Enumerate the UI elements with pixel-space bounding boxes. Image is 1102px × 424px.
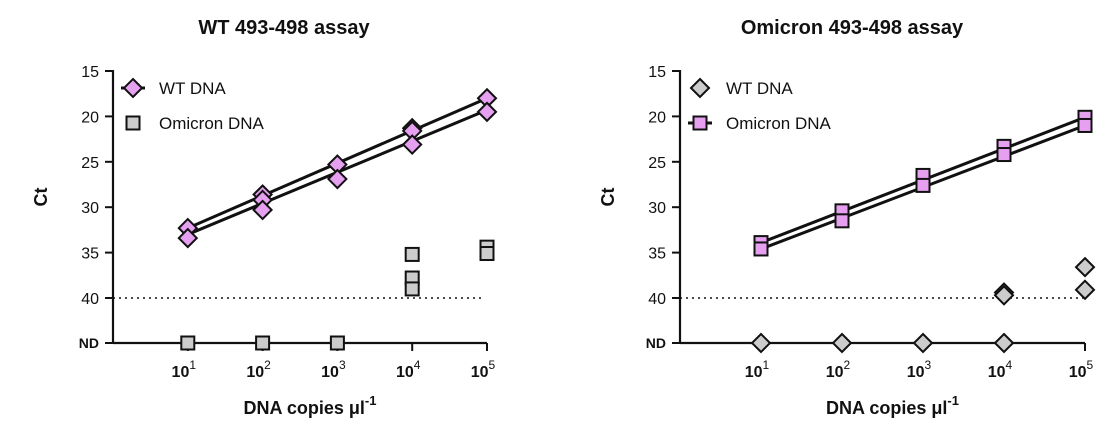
x-tick-base: 10 bbox=[826, 364, 844, 381]
data-point-2 bbox=[180, 335, 196, 351]
x-tick-base: 10 bbox=[1069, 364, 1087, 381]
data-point-2 bbox=[1077, 117, 1093, 133]
data-point-2 bbox=[753, 241, 769, 257]
x-tick-label: 103 bbox=[907, 358, 932, 381]
x-axis-label-text: DNA copies bbox=[244, 398, 344, 418]
data-point-1 bbox=[401, 134, 423, 155]
x-tick-exponent: 1 bbox=[763, 358, 770, 372]
x-tick-exponent: 1 bbox=[189, 358, 196, 372]
y-tick-label: 25 bbox=[81, 155, 99, 172]
x-tick-label: 101 bbox=[745, 358, 770, 381]
y-tick-label: 15 bbox=[81, 64, 99, 81]
legend-marker bbox=[122, 77, 144, 99]
data-point-2 bbox=[404, 281, 420, 297]
data-point-2 bbox=[404, 246, 420, 262]
x-tick-label: 104 bbox=[988, 358, 1013, 381]
x-tick-exponent: 3 bbox=[339, 358, 346, 372]
chart-title: Omicron 493-498 assay bbox=[741, 17, 964, 39]
legend-entry: Omicron DNA bbox=[125, 114, 265, 133]
x-tick-label: 104 bbox=[396, 358, 421, 381]
x-tick-base: 10 bbox=[396, 364, 414, 381]
chart-panel-2: Omicron 493-498 assay152025303540NDCt101… bbox=[598, 17, 1096, 418]
x-tick-exponent: 2 bbox=[264, 358, 271, 372]
y-axis-label: Ct bbox=[598, 188, 618, 207]
x-tick-base: 10 bbox=[745, 364, 763, 381]
data-point-2 bbox=[255, 335, 271, 351]
x-axis-label-exponent: -1 bbox=[365, 393, 377, 408]
data-point-2 bbox=[996, 147, 1012, 163]
x-tick-exponent: 2 bbox=[844, 358, 851, 372]
x-tick-label: 102 bbox=[246, 358, 271, 381]
x-tick-label: 102 bbox=[826, 358, 851, 381]
legend-entry: WT DNA bbox=[689, 77, 793, 99]
x-axis-label: DNA copies μl-1 bbox=[244, 393, 377, 418]
x-tick-base: 10 bbox=[321, 364, 339, 381]
legend-entry: WT DNA bbox=[121, 77, 226, 99]
x-tick-label: 101 bbox=[172, 358, 197, 381]
x-tick-label: 105 bbox=[471, 358, 496, 381]
data-point-1 bbox=[912, 332, 934, 354]
data-point-1 bbox=[1074, 279, 1096, 301]
x-tick-exponent: 4 bbox=[414, 358, 421, 372]
y-tick-label: 25 bbox=[648, 155, 666, 172]
data-point-1 bbox=[252, 199, 274, 221]
data-point-1 bbox=[750, 332, 772, 354]
y-tick-label: 35 bbox=[648, 246, 666, 263]
x-axis-label-unit: μl bbox=[349, 398, 365, 418]
data-point-1 bbox=[993, 332, 1015, 354]
y-tick-label: 20 bbox=[81, 109, 99, 126]
x-axis-label-text: DNA copies bbox=[826, 398, 926, 418]
x-tick-exponent: 5 bbox=[1087, 358, 1094, 372]
legend-entry: Omicron DNA bbox=[688, 114, 832, 133]
legend-marker bbox=[692, 115, 708, 131]
data-point-2 bbox=[915, 177, 931, 193]
y-tick-label: 30 bbox=[81, 200, 99, 217]
legend-label: Omicron DNA bbox=[159, 114, 265, 133]
y-tick-label: 15 bbox=[648, 64, 666, 81]
y-tick-label: 20 bbox=[648, 109, 666, 126]
data-point-1 bbox=[476, 101, 498, 123]
data-point-1 bbox=[326, 168, 348, 190]
y-tick-label-nd: ND bbox=[79, 335, 99, 351]
legend-label: WT DNA bbox=[726, 79, 793, 98]
data-point-2 bbox=[479, 246, 495, 262]
legend-marker bbox=[689, 77, 711, 99]
y-tick-label-nd: ND bbox=[646, 335, 666, 351]
x-tick-exponent: 5 bbox=[489, 358, 496, 372]
y-tick-label: 35 bbox=[81, 246, 99, 263]
data-point-1 bbox=[177, 227, 199, 249]
x-tick-base: 10 bbox=[246, 364, 264, 381]
x-tick-exponent: 3 bbox=[925, 358, 932, 372]
x-tick-exponent: 4 bbox=[1006, 358, 1013, 372]
x-tick-base: 10 bbox=[471, 364, 489, 381]
x-axis-label-exponent: -1 bbox=[947, 393, 959, 408]
x-tick-base: 10 bbox=[988, 364, 1006, 381]
data-point-2 bbox=[834, 213, 850, 229]
data-point-1 bbox=[1074, 256, 1096, 278]
legend-label: WT DNA bbox=[159, 79, 226, 98]
x-axis-label: DNA copies μl-1 bbox=[826, 393, 959, 418]
y-tick-label: 40 bbox=[648, 291, 666, 308]
x-tick-base: 10 bbox=[172, 364, 190, 381]
x-tick-label: 103 bbox=[321, 358, 346, 381]
chart-title: WT 493-498 assay bbox=[198, 17, 370, 39]
data-point-1 bbox=[831, 332, 853, 354]
x-tick-label: 105 bbox=[1069, 358, 1094, 381]
x-axis-label-unit: μl bbox=[931, 398, 947, 418]
y-axis-label: Ct bbox=[31, 188, 51, 207]
y-tick-label: 40 bbox=[81, 291, 99, 308]
data-point-2 bbox=[329, 335, 345, 351]
x-tick-base: 10 bbox=[907, 364, 925, 381]
legend-marker bbox=[125, 115, 141, 131]
y-tick-label: 30 bbox=[648, 200, 666, 217]
legend-label: Omicron DNA bbox=[726, 114, 832, 133]
data-point-1 bbox=[993, 284, 1015, 306]
